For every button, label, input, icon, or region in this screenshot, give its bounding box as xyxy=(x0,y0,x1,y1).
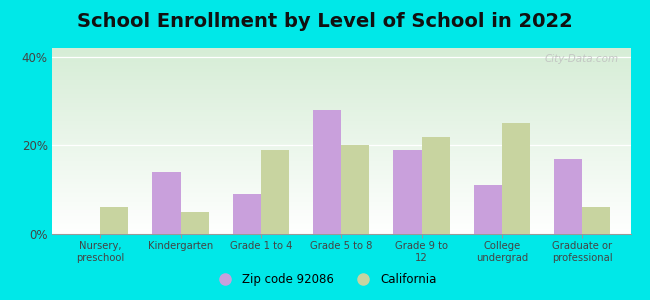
Bar xyxy=(502,123,530,234)
Bar xyxy=(153,172,181,234)
Bar xyxy=(313,110,341,234)
Bar xyxy=(582,207,610,234)
Bar xyxy=(233,194,261,234)
Bar xyxy=(341,146,369,234)
Text: City-Data.com: City-Data.com xyxy=(545,54,619,64)
Bar xyxy=(100,207,128,234)
Bar xyxy=(393,150,422,234)
Bar xyxy=(181,212,209,234)
Legend: Zip code 92086, California: Zip code 92086, California xyxy=(209,269,441,291)
Bar xyxy=(422,136,450,234)
Bar xyxy=(474,185,502,234)
Text: School Enrollment by Level of School in 2022: School Enrollment by Level of School in … xyxy=(77,12,573,31)
Bar xyxy=(554,159,582,234)
Bar xyxy=(261,150,289,234)
